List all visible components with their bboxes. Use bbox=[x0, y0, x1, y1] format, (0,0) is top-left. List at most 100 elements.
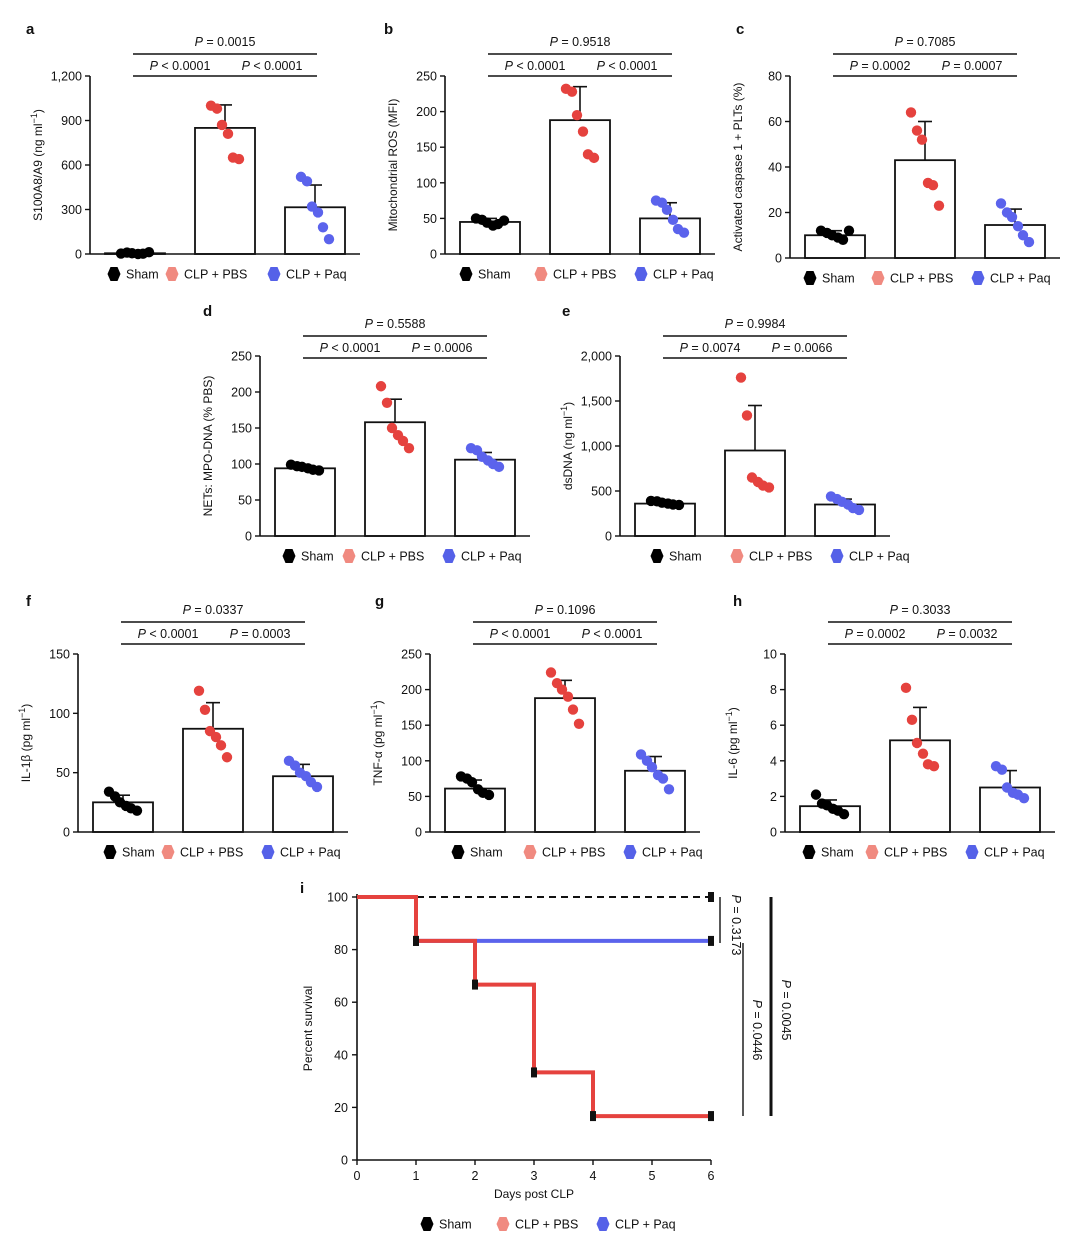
p-rest: < 0.0001 bbox=[590, 627, 643, 641]
p-rest: = 0.0002 bbox=[853, 627, 906, 641]
y-tick-label: 0 bbox=[341, 1154, 348, 1168]
y-tick-label: 2 bbox=[770, 790, 777, 804]
p-value: P = 0.0337 bbox=[183, 603, 244, 617]
bar-1 bbox=[724, 449, 786, 537]
data-point bbox=[588, 152, 600, 164]
legend-label: CLP + PBS bbox=[361, 550, 424, 564]
p-symbol: P bbox=[942, 59, 951, 73]
legend-label: CLP + PBS bbox=[553, 268, 616, 282]
data-point bbox=[995, 198, 1007, 209]
legend-label: CLP + Paq bbox=[286, 268, 347, 282]
p-value: P < 0.0001 bbox=[582, 627, 643, 641]
p-symbol: P bbox=[150, 59, 159, 73]
data-point bbox=[905, 107, 917, 118]
p-value: P = 0.9984 bbox=[725, 317, 786, 331]
p-symbol: P bbox=[772, 341, 781, 355]
data-point bbox=[917, 748, 929, 759]
data-point bbox=[667, 214, 679, 226]
data-point bbox=[301, 176, 313, 187]
y-tick-label: 0 bbox=[63, 826, 70, 840]
p-rest: = 0.5588 bbox=[373, 317, 426, 331]
p-symbol: P bbox=[535, 603, 544, 617]
bar-0 bbox=[274, 467, 336, 537]
p-rest: = 0.7085 bbox=[903, 35, 956, 49]
data-point bbox=[741, 410, 753, 421]
p-value: P < 0.0001 bbox=[242, 59, 303, 73]
p-value: P < 0.0001 bbox=[490, 627, 551, 641]
bar-2 bbox=[454, 458, 516, 537]
y-axis-label: Percent survival bbox=[301, 986, 315, 1071]
legend-marker-0 bbox=[420, 1217, 434, 1231]
p-symbol: P bbox=[750, 1000, 764, 1009]
data-point bbox=[911, 125, 923, 136]
data-point bbox=[143, 247, 155, 258]
data-point bbox=[566, 86, 578, 97]
data-point bbox=[678, 227, 690, 238]
panel-letter: e bbox=[562, 303, 570, 320]
legend-marker-2 bbox=[830, 549, 844, 563]
p-rest: < 0.0001 bbox=[250, 59, 303, 73]
legend-label: CLP + Paq bbox=[990, 272, 1051, 286]
legend-marker-2 bbox=[442, 549, 456, 563]
data-point bbox=[837, 234, 849, 245]
p-symbol: P bbox=[845, 627, 854, 641]
p-symbol: P bbox=[779, 980, 793, 989]
data-point bbox=[562, 691, 574, 702]
p-rest: < 0.0001 bbox=[146, 627, 199, 641]
data-point bbox=[313, 465, 325, 476]
y-tick-label: 150 bbox=[416, 141, 437, 155]
data-point bbox=[1018, 792, 1030, 804]
ylabel-close: ) bbox=[19, 704, 33, 708]
survival-curve-clp-paq bbox=[357, 895, 711, 943]
x-tick-label: 4 bbox=[590, 1169, 597, 1183]
panel-letter: d bbox=[203, 303, 212, 320]
legend-label: CLP + Paq bbox=[615, 1218, 676, 1232]
data-point bbox=[312, 207, 324, 218]
legend: Sham CLP + PBS CLP + Paq bbox=[803, 271, 1051, 286]
p-rest: = 0.3173 bbox=[729, 903, 743, 956]
panel-letter: f bbox=[26, 593, 32, 610]
data-point bbox=[1006, 211, 1018, 223]
censor-mark bbox=[708, 1111, 714, 1122]
data-point bbox=[193, 685, 205, 696]
bar-1 bbox=[534, 697, 596, 833]
y-tick-label: 150 bbox=[401, 719, 422, 733]
p-rest: = 0.0074 bbox=[688, 341, 741, 355]
p-value: P < 0.0001 bbox=[320, 341, 381, 355]
y-tick-label: 60 bbox=[768, 115, 782, 129]
legend-marker-0 bbox=[103, 845, 117, 859]
p-value: P < 0.0001 bbox=[505, 59, 566, 73]
legend-marker-0 bbox=[451, 845, 465, 859]
panel-d: d 0 50 100 150 200 250 NETs: MPO-DNA (% PBS) P <… bbox=[201, 303, 530, 564]
p-rest: < 0.0001 bbox=[328, 341, 381, 355]
data-point bbox=[810, 789, 822, 800]
y-tick-label: 50 bbox=[408, 790, 422, 804]
legend-marker-2 bbox=[971, 271, 985, 285]
p-value: P = 0.7085 bbox=[895, 35, 956, 49]
legend-label: Sham bbox=[122, 846, 155, 860]
legend-marker-0 bbox=[650, 549, 664, 563]
p-rest: = 0.0066 bbox=[780, 341, 833, 355]
panel-letter: i bbox=[300, 880, 304, 897]
data-point bbox=[673, 499, 685, 511]
ylabel-text: IL-6 (pg ml bbox=[726, 721, 740, 778]
legend-label: Sham bbox=[470, 846, 503, 860]
p-symbol: P bbox=[582, 627, 591, 641]
p-symbol: P bbox=[365, 317, 374, 331]
legend-marker-1 bbox=[342, 549, 356, 563]
data-point bbox=[210, 731, 222, 743]
data-point bbox=[381, 397, 393, 408]
ylabel-superscript: −1 bbox=[17, 708, 27, 718]
p-rest: = 0.0032 bbox=[945, 627, 998, 641]
censor-mark bbox=[472, 979, 478, 990]
p-rest: = 0.0446 bbox=[750, 1008, 764, 1061]
y-tick-label: 150 bbox=[49, 648, 70, 662]
panel-letter: c bbox=[736, 21, 744, 38]
y-axis-label: dsDNA (ng ml−1) bbox=[559, 402, 575, 490]
data-point bbox=[222, 128, 234, 140]
p-value: P < 0.0001 bbox=[150, 59, 211, 73]
data-point bbox=[375, 381, 387, 392]
ylabel-text: TNF-α (pg ml bbox=[371, 715, 385, 786]
legend-marker-2 bbox=[596, 1217, 610, 1231]
